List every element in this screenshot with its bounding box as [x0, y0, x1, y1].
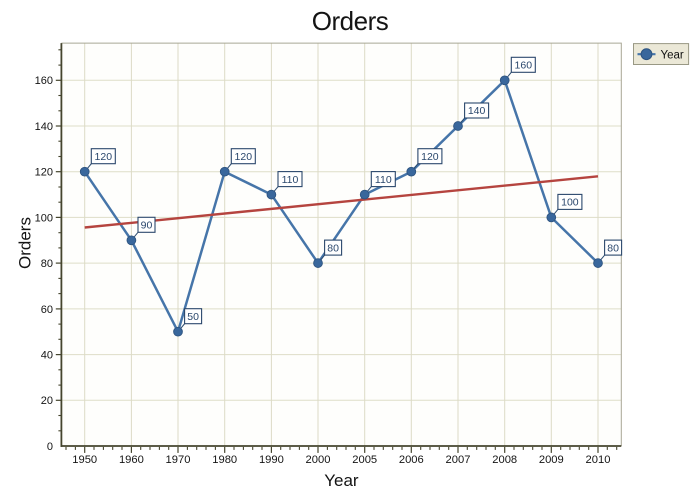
svg-text:120: 120: [235, 151, 253, 163]
svg-text:120: 120: [95, 151, 113, 163]
svg-text:1970: 1970: [166, 454, 191, 466]
svg-text:1990: 1990: [259, 454, 284, 466]
svg-text:2010: 2010: [586, 454, 611, 466]
svg-text:2006: 2006: [399, 454, 424, 466]
svg-text:120: 120: [421, 151, 439, 163]
svg-text:1950: 1950: [72, 454, 97, 466]
svg-text:80: 80: [607, 242, 619, 254]
svg-text:160: 160: [515, 60, 533, 72]
svg-text:2005: 2005: [352, 454, 377, 466]
svg-text:40: 40: [41, 350, 53, 362]
svg-text:Orders: Orders: [312, 6, 389, 36]
svg-text:100: 100: [561, 197, 579, 209]
svg-text:60: 60: [41, 304, 53, 316]
svg-text:90: 90: [141, 220, 153, 232]
svg-text:2007: 2007: [446, 454, 471, 466]
svg-text:120: 120: [35, 167, 53, 179]
svg-text:110: 110: [375, 174, 392, 186]
svg-text:Year: Year: [324, 471, 359, 490]
svg-text:80: 80: [327, 242, 339, 254]
svg-text:2000: 2000: [306, 454, 331, 466]
svg-text:140: 140: [468, 105, 486, 117]
svg-text:50: 50: [187, 311, 199, 323]
svg-text:110: 110: [282, 174, 299, 186]
svg-text:1980: 1980: [212, 454, 237, 466]
svg-text:0: 0: [47, 441, 53, 453]
svg-text:140: 140: [35, 121, 53, 133]
svg-text:2009: 2009: [539, 454, 564, 466]
svg-text:100: 100: [35, 212, 53, 224]
svg-text:Orders: Orders: [16, 217, 35, 269]
svg-text:1960: 1960: [119, 454, 144, 466]
svg-text:20: 20: [41, 395, 53, 407]
svg-text:Year: Year: [661, 50, 684, 62]
svg-text:80: 80: [41, 258, 53, 270]
svg-text:2008: 2008: [492, 454, 517, 466]
svg-text:160: 160: [35, 75, 53, 87]
